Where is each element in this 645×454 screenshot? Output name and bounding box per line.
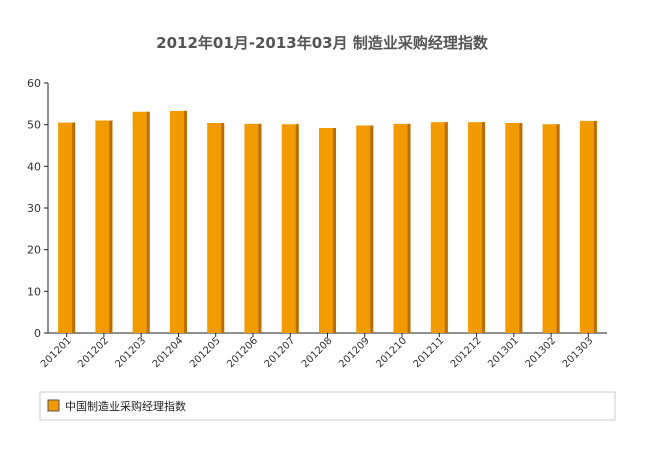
bar: [356, 125, 374, 333]
bar-side: [444, 122, 448, 334]
bar: [505, 123, 523, 333]
legend-swatch: [47, 399, 60, 412]
bar: [207, 123, 225, 333]
x-tick-label: 201208: [300, 335, 335, 370]
y-tick-label: 60: [27, 77, 41, 90]
x-tick-label: 201209: [337, 335, 372, 370]
bar-side: [407, 123, 411, 333]
y-tick-label: 40: [27, 160, 41, 173]
bar-side: [221, 123, 225, 333]
x-tick-label: 201303: [561, 335, 596, 370]
x-tick-label: 201302: [523, 335, 558, 370]
bar: [281, 124, 299, 333]
x-tick-label: 201212: [449, 335, 484, 370]
bar: [319, 128, 336, 333]
x-tick-label: 201207: [263, 335, 298, 370]
y-tick-label: 50: [27, 119, 41, 132]
bar: [579, 120, 597, 334]
bar-side: [519, 123, 523, 333]
x-tick-label: 201203: [114, 335, 149, 370]
bar: [169, 110, 187, 334]
x-tick-label: 201210: [374, 335, 409, 370]
bar: [468, 122, 486, 334]
bar-side: [556, 124, 560, 333]
x-tick-label: 201204: [151, 335, 186, 370]
bar: [430, 122, 448, 334]
x-tick-label: 201202: [76, 335, 111, 370]
legend: 中国制造业采购经理指数: [39, 391, 616, 421]
bar-side: [370, 125, 374, 333]
bar: [244, 123, 262, 333]
y-tick-label: 30: [27, 202, 41, 215]
bar-side: [258, 123, 262, 333]
legend-box: [39, 391, 616, 421]
bar-side: [146, 111, 150, 333]
bar: [393, 123, 411, 333]
legend-label: 中国制造业采购经理指数: [65, 399, 186, 413]
bar: [58, 122, 76, 333]
chart-title: 2012年01月-2013年03月 制造业采购经理指数: [156, 34, 489, 52]
bar-side: [295, 124, 299, 333]
bar: [95, 120, 113, 333]
y-tick-label: 0: [34, 327, 41, 340]
bar-side: [593, 120, 597, 334]
bar-side: [482, 122, 486, 334]
bar: [132, 111, 150, 333]
x-tick-label: 201205: [188, 335, 223, 370]
x-tick-label: 201211: [412, 335, 447, 370]
bar-side: [183, 110, 187, 334]
y-tick-label: 20: [27, 244, 41, 257]
y-tick-label: 10: [27, 285, 41, 298]
bar-side: [333, 128, 336, 333]
bar-side: [72, 122, 76, 333]
x-tick-label: 201201: [39, 335, 74, 370]
bar-side: [109, 120, 113, 333]
x-tick-label: 201206: [225, 335, 260, 370]
bar: [542, 124, 560, 333]
x-tick-label: 201301: [486, 335, 521, 370]
